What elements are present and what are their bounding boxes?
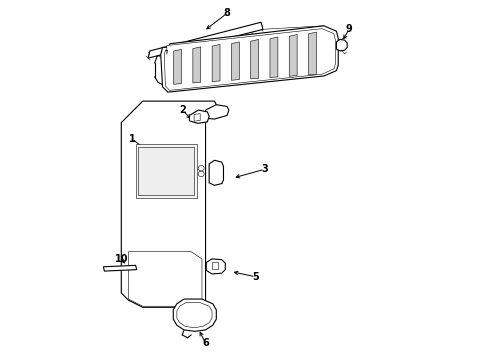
Text: 7: 7 [285,42,292,52]
Polygon shape [122,101,216,307]
Polygon shape [190,110,209,123]
Text: 1: 1 [129,134,135,144]
Polygon shape [173,49,181,84]
Polygon shape [148,22,263,58]
Polygon shape [309,32,317,75]
Text: 3: 3 [261,164,268,174]
Text: 8: 8 [223,8,230,18]
Polygon shape [136,144,196,198]
Polygon shape [193,47,201,83]
Polygon shape [173,299,216,331]
Polygon shape [194,114,200,121]
Polygon shape [270,37,278,77]
Polygon shape [103,265,137,271]
Polygon shape [161,26,338,92]
Polygon shape [138,147,194,195]
Text: 4: 4 [217,71,223,81]
Polygon shape [164,29,335,90]
Polygon shape [205,105,229,119]
Polygon shape [177,303,212,328]
Polygon shape [209,160,223,185]
Text: 9: 9 [345,24,352,35]
Polygon shape [206,259,225,274]
Polygon shape [128,252,202,306]
Polygon shape [251,40,259,79]
Text: 5: 5 [252,272,259,282]
Text: 10: 10 [115,254,128,264]
Polygon shape [212,262,218,269]
Polygon shape [212,44,220,82]
Text: 6: 6 [202,338,209,348]
Text: 2: 2 [179,105,186,115]
Polygon shape [231,42,239,80]
Polygon shape [289,35,297,76]
Polygon shape [337,40,347,51]
